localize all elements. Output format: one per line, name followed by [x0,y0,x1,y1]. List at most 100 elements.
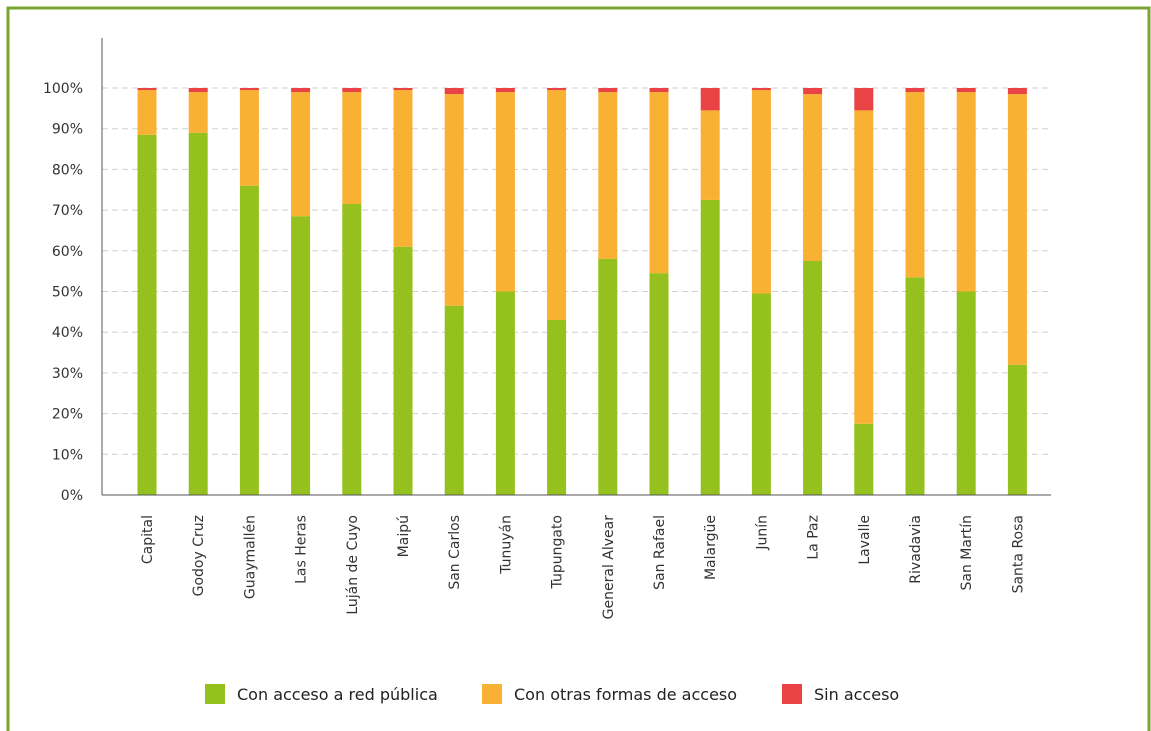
bar-segment [188,88,208,93]
bar-segment [854,88,874,111]
y-tick-label: 30% [52,366,83,382]
bar-segment [905,92,925,278]
bar-segment [239,185,259,495]
y-tick-label: 40% [52,325,83,341]
bar-segment [137,88,157,91]
bar-segment [751,88,771,91]
bar-segment [649,88,669,93]
bar-segment [905,277,925,495]
bar-segment [495,291,515,495]
x-category-label: Tunuyán [498,515,514,575]
x-axis-category-labels: Capital Godoy Cruz Guaymallén Las Heras Lujá… [140,515,1026,620]
x-category-label: San Martín [959,515,975,590]
y-tick-label: 60% [52,244,83,260]
x-category-label: Tupungato [550,515,566,589]
y-tick-label: 50% [52,285,83,301]
bar-segment [700,88,720,111]
bar-segment [495,88,515,93]
bars [137,88,1027,496]
legend: Con acceso a red pública Con otras formas… [205,684,899,704]
bar-segment [547,319,567,495]
bar-segment [342,203,362,495]
bar-segment [1007,94,1027,365]
legend-item: Sin acceso [782,684,899,704]
y-tick-label: 10% [52,447,83,463]
x-category-label: Lavalle [857,515,873,565]
bar-segment [649,92,669,274]
bar-segment [342,92,362,204]
bar-segment [905,88,925,93]
bar-segment [444,88,464,95]
x-category-label: General Alvear [601,515,617,620]
legend-label: Con acceso a red pública [237,685,438,704]
legend-label: Sin acceso [814,685,899,704]
x-category-label: San Carlos [447,515,463,590]
bar-segment [547,90,567,320]
bar-segment [393,246,413,495]
bar-segment [137,90,157,135]
bar-segment [393,88,413,91]
x-category-label: Las Heras [294,515,310,584]
bar-segment [803,260,823,495]
bar-segment [291,216,311,495]
frame-border [6,6,1151,731]
x-category-label: Guaymallén [242,515,258,599]
bar-segment [393,90,413,247]
bar-segment [137,134,157,495]
x-category-label: La Paz [806,515,822,560]
bar-segment [188,92,208,133]
grid-lines [102,87,1051,455]
legend-label: Con otras formas de acceso [514,685,737,704]
x-category-label: Capital [140,515,156,564]
bar-segment [291,92,311,217]
legend-swatch [482,684,502,704]
y-tick-label: 0% [61,488,83,504]
x-category-label: Maipú [396,515,412,557]
bar-segment [342,88,362,93]
x-category-label: Luján de Cuyo [345,515,361,615]
bar-segment [803,94,823,261]
bar-segment [598,88,618,93]
x-category-label: Junín [754,515,770,551]
bar-segment [444,94,464,306]
y-tick-label: 70% [52,203,83,219]
x-category-label: Santa Rosa [1010,515,1026,593]
bar-segment [956,92,976,292]
plot-area: 0% 10% 20% 30% 40% 50% 60% 70% 80% 90% 100% Capita… [43,38,1051,619]
bar-segment [291,88,311,93]
bar-segment [239,88,259,91]
bar-segment [956,291,976,495]
bar-segment [495,92,515,292]
y-tick-label: 90% [52,122,83,138]
bar-segment [1007,364,1027,495]
y-tick-label: 20% [52,407,83,423]
bar-segment [854,110,874,424]
bar-segment [803,88,823,95]
axes [101,38,1051,496]
y-tick-label: 100% [43,81,83,97]
bar-segment [598,92,618,259]
bar-segment [700,199,720,496]
bar-segment [547,88,567,91]
legend-swatch [782,684,802,704]
legend-item: Con otras formas de acceso [482,684,737,704]
bar-segment [188,132,208,495]
bar-segment [598,258,618,495]
x-category-label: Malargüe [703,515,719,580]
bar-segment [956,88,976,93]
y-axis-tick-labels: 0% 10% 20% 30% 40% 50% 60% 70% 80% 90% 100% [43,81,83,504]
legend-item: Con acceso a red pública [205,684,438,704]
x-category-label: Rivadavia [908,515,924,584]
x-category-label: Godoy Cruz [191,515,207,596]
legend-swatch [205,684,225,704]
bar-segment [700,110,720,200]
x-category-label: San Rafael [652,515,668,590]
bar-segment [751,293,771,495]
bar-segment [239,90,259,186]
y-tick-label: 80% [52,162,83,178]
bar-segment [854,423,874,495]
bar-segment [444,305,464,495]
bar-segment [751,90,771,294]
bar-segment [1007,88,1027,95]
